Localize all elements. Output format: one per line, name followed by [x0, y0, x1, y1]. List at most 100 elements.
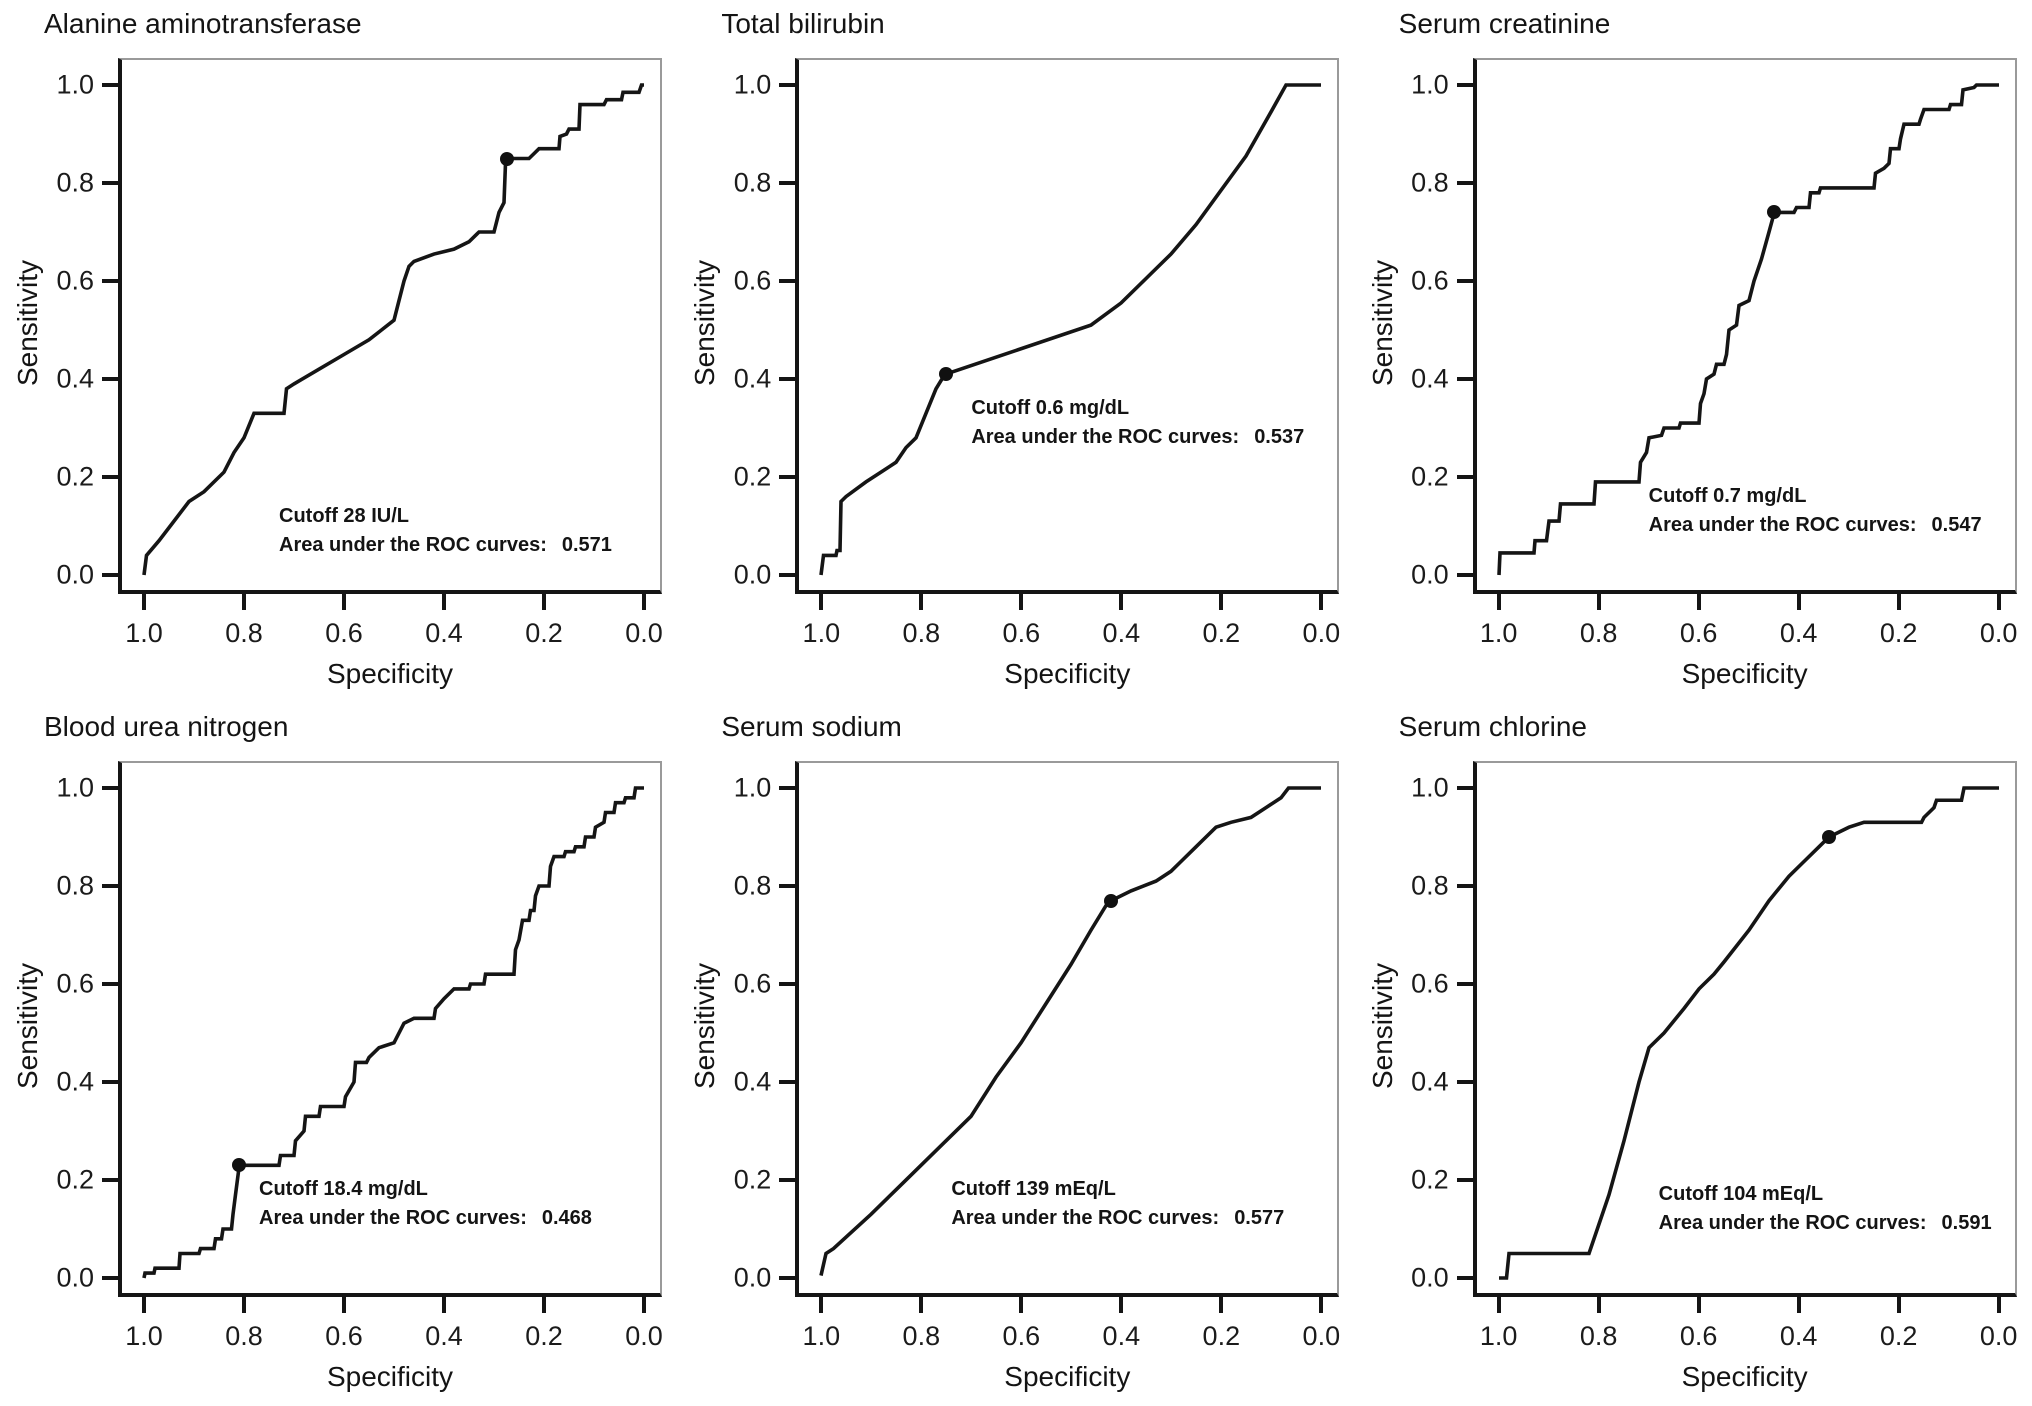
roc-curve-line: [144, 85, 644, 575]
x-tick: [919, 1297, 924, 1313]
x-tick: [919, 594, 924, 610]
y-tick-label: 0.2: [1411, 461, 1449, 492]
y-tick: [779, 1178, 796, 1182]
plot-data-layer: Cutoff 104 mEq/L Area under the ROC curv…: [1499, 788, 1999, 1278]
y-tick-label: 0.6: [733, 265, 772, 296]
cutoff-point-marker: [232, 1158, 246, 1173]
auc-line: Area under the ROC curves: 0.468: [259, 1204, 592, 1233]
x-tick-label: 0.6: [1679, 618, 1718, 648]
cutoff-label: Cutoff 28 IU/L: [279, 504, 409, 527]
plot-area: Cutoff 28 IU/L Area under the ROC curves…: [56, 58, 663, 648]
y-tick-label: 0.6: [56, 968, 94, 999]
y-tick: [779, 83, 796, 87]
x-tick: [1696, 594, 1701, 610]
y-tick: [102, 1080, 118, 1084]
y-tick: [102, 573, 118, 577]
x-tick-label: 1.0: [125, 618, 163, 648]
roc-curve-svg: [144, 85, 644, 575]
panel-title: Serum creatinine: [1398, 8, 1611, 39]
cutoff-point-marker: [1104, 893, 1119, 908]
cutoff-annotation: Cutoff 28 IU/L Area under the ROC curves…: [279, 502, 612, 560]
y-tick-label: 0.4: [56, 1066, 94, 1097]
y-tick-label: 1.0: [56, 772, 94, 803]
auc-line: Area under the ROC curves: 0.537: [971, 423, 1304, 452]
x-axis-label: Specificity: [1681, 658, 1808, 689]
x-tick: [342, 1297, 346, 1313]
y-tick: [779, 1080, 796, 1084]
x-tick-label: 0.0: [625, 1321, 663, 1351]
x-tick-label: 0.2: [1202, 618, 1241, 648]
y-tick: [1456, 279, 1473, 283]
x-tick-label: 0.8: [1579, 1321, 1618, 1351]
y-tick-label: 1.0: [1411, 69, 1449, 100]
y-tick: [1456, 786, 1473, 790]
y-tick-label: 0.6: [1411, 968, 1449, 999]
y-tick: [102, 786, 118, 790]
plot-data-layer: Cutoff 18.4 mg/dL Area under the ROC cur…: [144, 788, 644, 1278]
y-tick: [1456, 83, 1473, 87]
x-tick: [1696, 1297, 1701, 1313]
x-tick: [342, 594, 346, 610]
x-tick: [1596, 594, 1601, 610]
panel-title: Total bilirubin: [721, 8, 885, 39]
y-tick-label: 1.0: [733, 69, 772, 100]
x-tick: [1496, 1297, 1501, 1313]
cutoff-annotation: Cutoff 0.6 mg/dL Area under the ROC curv…: [971, 394, 1304, 452]
x-tick: [442, 594, 446, 610]
y-tick-label: 0.2: [56, 1164, 94, 1195]
y-tick-label: 0.8: [1411, 870, 1449, 901]
auc-value: 0.591: [1941, 1212, 1992, 1234]
y-tick-label: 0.8: [56, 870, 94, 901]
auc-label: Area under the ROC curves:: [971, 425, 1240, 448]
x-axis-label: Specificity: [1004, 1361, 1131, 1392]
y-tick-label: 0.4: [733, 363, 772, 394]
y-tick: [102, 982, 118, 986]
roc-curve-line: [1499, 788, 1999, 1278]
x-tick-label: 0.0: [1979, 618, 2018, 648]
y-tick: [102, 884, 118, 888]
x-tick-label: 0.4: [1779, 618, 1818, 648]
x-tick-label: 0.0: [1979, 1321, 2018, 1351]
cutoff-label: Cutoff 139 mEq/L: [951, 1178, 1116, 1201]
x-axis-label: Specificity: [1681, 1361, 1808, 1392]
x-tick-label: 0.0: [625, 618, 663, 648]
x-axis-label: Specificity: [326, 1361, 454, 1392]
roc-curve-line: [144, 788, 644, 1278]
x-tick-label: 0.6: [325, 618, 363, 648]
x-tick: [242, 1297, 246, 1313]
y-tick-label: 0.0: [733, 559, 772, 590]
x-tick: [142, 1297, 146, 1313]
x-tick: [819, 594, 824, 610]
panel-title: Serum sodium: [721, 711, 902, 742]
cutoff-point-marker: [939, 367, 954, 382]
x-tick-label: 0.4: [425, 618, 463, 648]
x-tick-label: 1.0: [802, 1321, 841, 1351]
y-tick-label: 0.8: [56, 167, 94, 198]
y-tick: [779, 786, 796, 790]
x-tick: [1896, 1297, 1901, 1313]
roc-curve-svg: [1499, 788, 1999, 1278]
y-axis-label-wrap: Sensitivity: [679, 761, 731, 1291]
x-tick: [1219, 1297, 1224, 1313]
auc-label: Area under the ROC curves:: [279, 533, 547, 556]
y-axis-label-wrap: Sensitivity: [2, 761, 54, 1291]
cutoff-annotation: Cutoff 0.7 mg/dL Area under the ROC curv…: [1649, 482, 1982, 540]
auc-label: Area under the ROC curves:: [259, 1207, 527, 1230]
x-tick-label: 0.6: [1679, 1321, 1718, 1351]
cutoff-label: Cutoff 104 mEq/L: [1658, 1183, 1824, 1205]
x-axis-label: Specificity: [326, 658, 454, 689]
y-tick: [779, 475, 796, 479]
plot-area: Cutoff 104 mEq/L Area under the ROC curv…: [1411, 761, 2017, 1351]
y-tick-label: 0.0: [56, 1262, 94, 1293]
plot-area: Cutoff 0.7 mg/dL Area under the ROC curv…: [1411, 58, 2017, 648]
y-tick: [102, 83, 118, 87]
x-tick: [1796, 1297, 1801, 1313]
y-tick-label: 0.6: [733, 968, 772, 999]
cutoff-label: Cutoff 18.4 mg/dL: [259, 1178, 428, 1201]
panel-title: Blood urea nitrogen: [44, 711, 289, 742]
roc-panel: Serum sodium Sensitivity Cutoff 139 mEq/…: [677, 703, 1354, 1406]
y-tick-label: 1.0: [733, 772, 772, 803]
y-tick-label: 0.4: [1411, 1066, 1449, 1097]
